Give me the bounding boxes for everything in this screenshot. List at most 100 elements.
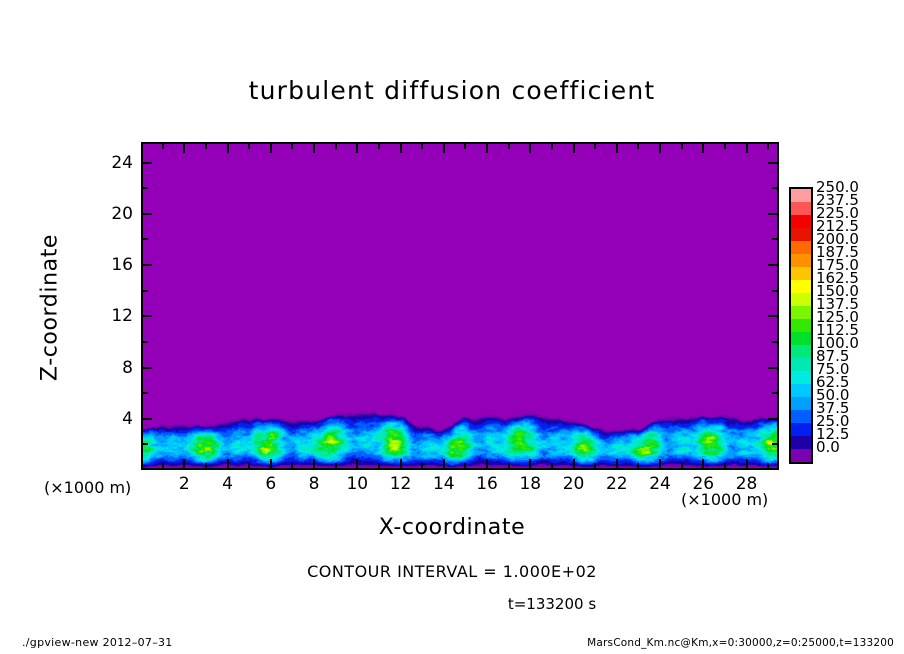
colorbar-tick-label: 25.0: [816, 412, 850, 430]
x-tick: [594, 463, 597, 468]
x-tick: [399, 144, 402, 153]
y-axis-title: Z-coordinate: [37, 233, 63, 382]
colorbar-tick-label: 62.5: [816, 373, 850, 391]
y-tick: [143, 417, 152, 420]
colorbar-band: [791, 228, 811, 241]
y-tick: [143, 264, 152, 266]
y-tick-label: 12: [111, 306, 133, 327]
y-tick-label: 4: [122, 408, 133, 429]
x-tick: [291, 463, 294, 468]
colorbar-band: [791, 241, 811, 254]
x-tick: [377, 144, 380, 149]
x-tick: [572, 144, 575, 153]
x-tick: [572, 459, 575, 468]
colorbar-tick-label: 175.0: [816, 256, 859, 274]
x-tick: [204, 144, 207, 149]
x-tick-label: 28: [735, 474, 758, 494]
colorbar-band: [791, 319, 811, 332]
x-tick: [637, 463, 640, 468]
colorbar-band: [791, 267, 811, 280]
colorbar-band: [791, 436, 811, 449]
y-tick: [143, 289, 148, 292]
colorbar-tick-label: 150.0: [816, 282, 859, 300]
colorbar-tick-label: 162.5: [816, 269, 859, 287]
x-tick-label: 18: [519, 474, 542, 494]
colorbar-tick-label: 125.0: [816, 308, 859, 326]
y-tick: [772, 340, 777, 343]
y-tick: [143, 161, 152, 164]
colorbar-tick-label: 0.0: [816, 438, 840, 456]
x-tick: [464, 144, 467, 149]
y-tick: [772, 187, 777, 190]
y-tick: [768, 315, 777, 318]
y-tick-label: 20: [111, 203, 133, 224]
colorbar-tick-label: 187.5: [816, 243, 859, 261]
x-tick: [767, 463, 770, 468]
colorbar-tick-label: 87.5: [816, 347, 850, 365]
x-tick: [291, 144, 294, 149]
colorbar-band: [791, 293, 811, 306]
x-tick: [550, 144, 553, 149]
x-axis-title: X-coordinate: [378, 515, 526, 540]
x-tick: [680, 463, 683, 468]
y-tick: [143, 443, 148, 446]
colorbar-tick-label: 12.5: [816, 425, 850, 443]
x-tick: [442, 459, 445, 468]
x-tick-label: 2: [178, 474, 190, 494]
x-tick-label: 10: [346, 474, 369, 494]
colorbar-band: [791, 254, 811, 267]
x-tick-label: 6: [265, 474, 277, 494]
colorbar-band: [791, 332, 811, 345]
x-tick: [204, 463, 207, 468]
x-tick: [313, 144, 316, 153]
x-tick-label: 16: [476, 474, 498, 494]
x-tick-label: 8: [308, 474, 320, 494]
x-tick: [745, 459, 748, 468]
footer-dataset: MarsCond_Km.nc@Km,x=0:30000,z=0:25000,t=…: [587, 637, 894, 649]
y-tick: [772, 289, 777, 292]
y-tick: [772, 238, 777, 241]
colorbar-band: [791, 410, 811, 423]
colorbar-tick-label: 50.0: [816, 386, 850, 404]
x-tick: [399, 459, 402, 468]
colorbar-band: [791, 202, 811, 215]
x-tick: [615, 459, 618, 468]
y-tick: [768, 161, 777, 164]
colorbar-tick-label: 37.5: [816, 399, 850, 417]
x-tick: [745, 144, 748, 153]
x-tick-label: 20: [562, 474, 585, 494]
x-tick: [594, 144, 597, 149]
colorbar-band: [791, 280, 811, 293]
x-tick: [615, 144, 618, 153]
x-tick: [334, 463, 337, 468]
colorbar-band: [791, 306, 811, 319]
page-title: turbulent diffusion coefficient: [248, 76, 656, 105]
x-tick: [442, 144, 445, 153]
x-tick: [507, 144, 510, 149]
plot-area: [141, 142, 779, 470]
contour-interval-label: CONTOUR INTERVAL = 1.000E+02: [307, 562, 597, 581]
x-tick: [269, 459, 272, 468]
colorbar-band: [791, 358, 811, 371]
x-tick-label: 12: [389, 474, 412, 494]
x-axis-unit: (×1000 m): [681, 490, 769, 509]
y-tick: [768, 366, 777, 369]
x-tick-label: 4: [222, 474, 233, 494]
y-tick: [143, 392, 148, 395]
y-tick: [768, 417, 777, 420]
y-axis-unit: (×1000 m): [44, 478, 132, 497]
x-tick: [377, 463, 380, 468]
x-tick: [421, 463, 424, 468]
x-tick: [680, 144, 683, 149]
x-tick: [269, 144, 272, 153]
x-tick: [334, 144, 337, 149]
heatmap-field: [143, 144, 777, 468]
y-tick-label: 16: [111, 255, 133, 275]
colorbar-band: [791, 384, 811, 397]
x-tick: [248, 463, 251, 468]
y-tick-label: 8: [122, 357, 133, 378]
colorbar-band: [791, 397, 811, 410]
x-tick: [421, 144, 424, 149]
colorbar-tick-label: 212.5: [816, 217, 859, 235]
y-tick: [768, 264, 777, 266]
